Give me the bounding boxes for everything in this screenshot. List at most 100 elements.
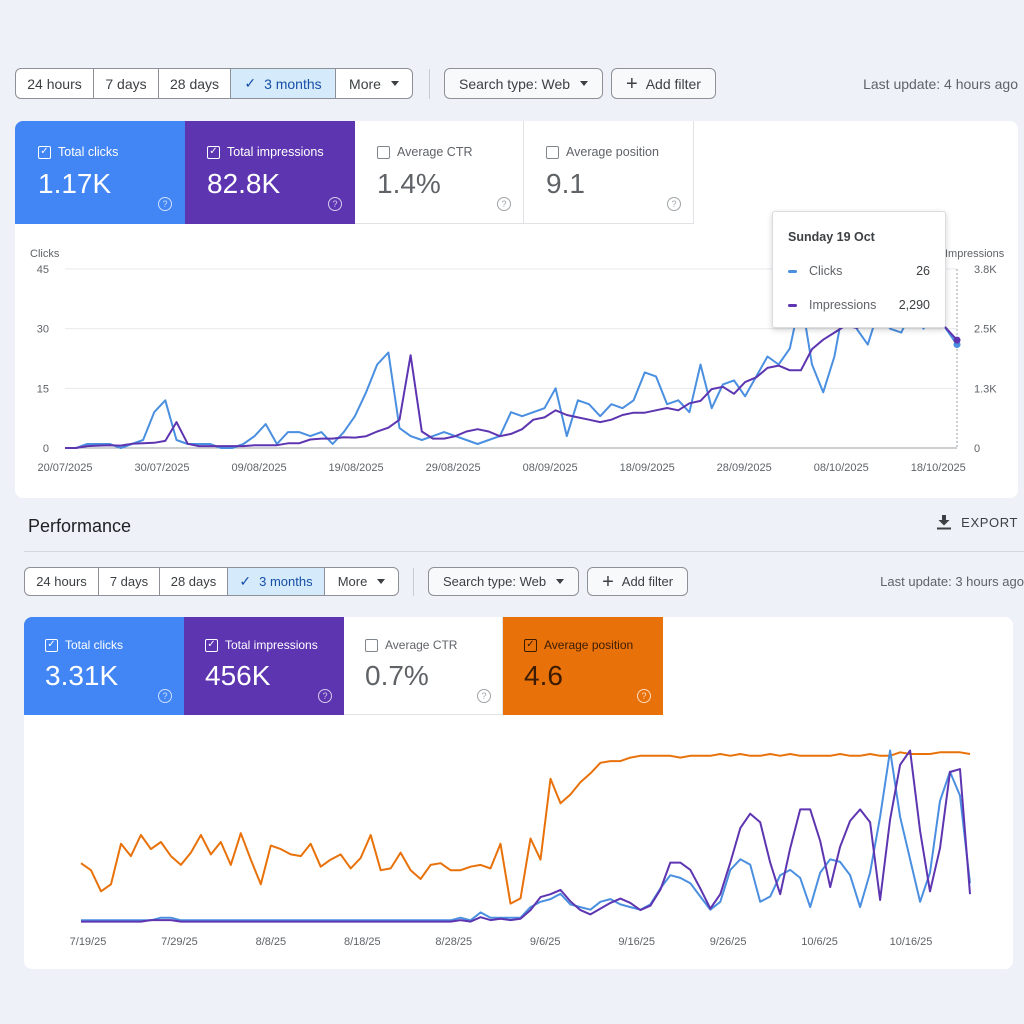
checkbox-unchecked-icon[interactable] xyxy=(365,638,378,652)
tooltip-impressions-row: Impressions 2,290 xyxy=(788,298,930,312)
metric-label: Total impressions xyxy=(225,638,318,652)
help-icon[interactable]: ? xyxy=(158,689,172,703)
metric-average-position[interactable]: ✓ Average position 4.6 ? xyxy=(503,617,663,715)
x-tick-label: 08/10/2025 xyxy=(814,462,869,474)
range-24-hours[interactable]: 24 hours xyxy=(25,568,99,595)
range-3-months[interactable]: ✓ 3 months xyxy=(231,69,336,98)
metric-value: 456K xyxy=(205,660,271,691)
clicks-impressions-chart[interactable]: Clicks Impressions 0 15 30 45 0 1.3K 2.5K 3.8K… xyxy=(15,121,1018,498)
range-more-label: More xyxy=(349,75,381,92)
range-more-dropdown[interactable]: More xyxy=(325,568,398,595)
metric-average-ctr[interactable]: Average CTR 1.4% ? xyxy=(355,121,524,224)
add-filter-label: Add filter xyxy=(621,574,674,589)
right-tick-label: 2.5K xyxy=(974,324,997,336)
metric-total-impressions[interactable]: ✓ Total impressions 82.8K ? xyxy=(185,121,355,224)
metric-label: Average position xyxy=(566,145,659,159)
checkbox-checked-icon[interactable]: ✓ xyxy=(45,638,58,652)
metric-label-row: Average position xyxy=(546,145,659,159)
metric-total-clicks[interactable]: ✓ Total clicks 1.17K ? xyxy=(15,121,185,224)
add-filter-button[interactable]: + Add filter xyxy=(587,567,689,596)
x-tick-label: 09/08/2025 xyxy=(232,462,287,474)
date-range-selector: 24 hours 7 days 28 days ✓ 3 months More xyxy=(15,68,413,99)
check-icon: ✓ xyxy=(244,75,257,91)
x-tick-label: 18/10/2025 xyxy=(911,462,966,474)
x-tick-label: 18/09/2025 xyxy=(620,462,675,474)
x-tick-label: 9/16/25 xyxy=(618,936,655,948)
right-tick-label: 1.3K xyxy=(974,383,997,395)
search-type-dropdown[interactable]: Search type: Web xyxy=(444,68,604,99)
range-more-dropdown[interactable]: More xyxy=(336,69,412,98)
help-icon[interactable]: ? xyxy=(667,197,681,211)
tooltip-clicks-value: 26 xyxy=(916,264,930,278)
caret-down-icon xyxy=(390,81,399,86)
help-icon[interactable]: ? xyxy=(497,197,511,211)
series-line-clicks xyxy=(81,749,971,922)
plus-icon: + xyxy=(626,72,638,95)
metric-value: 1.4% xyxy=(377,168,441,199)
tooltip-date: Sunday 19 Oct xyxy=(788,230,875,244)
impressions-swatch xyxy=(788,303,797,307)
clicks-swatch xyxy=(788,269,797,273)
tooltip-clicks-label: Clicks xyxy=(809,264,843,278)
x-tick-label: 28/09/2025 xyxy=(717,462,772,474)
metric-label-row: ✓ Total impressions xyxy=(207,145,324,159)
x-tick-label: 9/6/25 xyxy=(530,936,561,948)
range-28-days[interactable]: 28 days xyxy=(160,568,228,595)
range-7-days[interactable]: 7 days xyxy=(99,568,160,595)
plus-icon: + xyxy=(602,570,614,593)
metric-label-row: ✓ Total clicks xyxy=(45,638,123,652)
x-tick-label: 30/07/2025 xyxy=(134,462,189,474)
series-line-impressions xyxy=(65,296,958,449)
search-type-label: Search type: Web xyxy=(443,574,547,589)
metric-value: 9.1 xyxy=(546,168,585,199)
help-icon[interactable]: ? xyxy=(318,689,332,703)
help-icon[interactable]: ? xyxy=(637,689,651,703)
x-tick-label: 08/09/2025 xyxy=(523,462,578,474)
performance-chart[interactable]: 7/19/25 7/29/25 8/8/25 8/18/25 8/28/25 9/6/25… xyxy=(24,617,1013,969)
range-3-months[interactable]: ✓ 3 months xyxy=(228,568,325,595)
range-28-days[interactable]: 28 days xyxy=(159,69,231,98)
range-7-days[interactable]: 7 days xyxy=(94,69,159,98)
help-icon[interactable]: ? xyxy=(328,197,342,211)
metric-total-impressions[interactable]: ✓ Total impressions 456K ? xyxy=(184,617,344,715)
search-type-dropdown[interactable]: Search type: Web xyxy=(428,567,580,596)
tooltip-clicks-row: Clicks 26 xyxy=(788,264,930,278)
last-update-text: Last update: 4 hours ago xyxy=(863,76,1018,92)
range-more-label: More xyxy=(337,574,368,589)
metric-average-position[interactable]: Average position 9.1 ? xyxy=(524,121,694,224)
checkbox-checked-icon[interactable]: ✓ xyxy=(38,145,51,159)
checkbox-unchecked-icon[interactable] xyxy=(377,145,390,159)
left-tick-label: 0 xyxy=(43,443,49,455)
download-icon xyxy=(937,515,952,530)
metric-average-ctr[interactable]: Average CTR 0.7% ? xyxy=(344,617,503,715)
chart-tooltip: Sunday 19 Oct Clicks 26 Impressions 2,29… xyxy=(772,211,946,328)
metric-total-clicks[interactable]: ✓ Total clicks 3.31K ? xyxy=(24,617,184,715)
tooltip-impressions-value: 2,290 xyxy=(898,298,930,312)
checkbox-unchecked-icon[interactable] xyxy=(546,145,559,159)
top-toolbar: 24 hours 7 days 28 days ✓ 3 months More … xyxy=(0,68,1024,99)
metric-value: 1.17K xyxy=(38,168,112,199)
help-icon[interactable]: ? xyxy=(158,197,172,211)
metric-label: Total clicks xyxy=(65,638,124,652)
checkbox-checked-icon[interactable]: ✓ xyxy=(524,638,537,652)
metric-label: Average CTR xyxy=(397,145,473,159)
tooltip-impressions-label: Impressions xyxy=(809,298,877,312)
export-button[interactable]: EXPORT xyxy=(937,515,1018,530)
right-tick-label: 3.8K xyxy=(974,264,997,276)
x-tick-label: 29/08/2025 xyxy=(426,462,481,474)
export-label: EXPORT xyxy=(961,515,1018,530)
checkbox-checked-icon[interactable]: ✓ xyxy=(207,145,220,159)
section-divider xyxy=(24,551,1024,552)
last-update-text: Last update: 3 hours ago xyxy=(880,574,1024,589)
x-tick-label: 7/29/25 xyxy=(161,936,198,948)
add-filter-button[interactable]: + Add filter xyxy=(611,68,716,99)
x-tick-label: 8/8/25 xyxy=(256,936,287,948)
metric-label: Total impressions xyxy=(227,145,324,159)
range-24-hours[interactable]: 24 hours xyxy=(16,69,94,98)
left-tick-label: 15 xyxy=(37,383,49,395)
metric-tiles: ✓ Total clicks 1.17K ? ✓ Total impressio… xyxy=(15,121,694,224)
metric-label: Average position xyxy=(544,638,634,652)
checkbox-checked-icon[interactable]: ✓ xyxy=(205,638,218,652)
performance-toolbar: 24 hours 7 days 28 days ✓ 3 months More … xyxy=(0,567,1024,596)
help-icon[interactable]: ? xyxy=(477,689,491,703)
